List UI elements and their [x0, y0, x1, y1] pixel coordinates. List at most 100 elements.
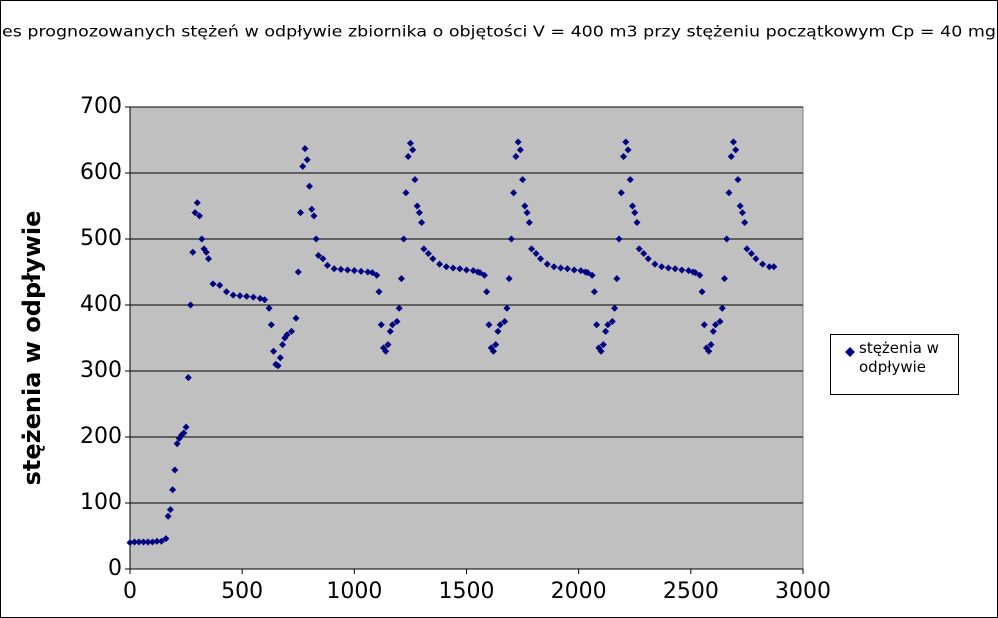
data-point: [249, 293, 257, 301]
data-point: [283, 331, 291, 339]
data-point: [705, 347, 713, 355]
data-point: [521, 202, 529, 210]
data-point: [357, 267, 365, 275]
data-point: [274, 362, 282, 370]
data-point: [570, 266, 578, 274]
data-point: [723, 235, 731, 243]
x-tick-label: 500: [221, 579, 263, 604]
data-point: [296, 209, 304, 217]
data-point: [528, 245, 536, 253]
legend-marker: [845, 347, 855, 357]
data-point: [171, 466, 179, 474]
data-point: [664, 264, 672, 272]
data-point: [180, 429, 188, 437]
x-tick-label: 0: [123, 579, 137, 604]
data-point: [308, 205, 316, 213]
data-point: [395, 304, 403, 312]
data-point: [418, 219, 426, 226]
data-point: [393, 318, 401, 325]
data-point: [301, 145, 309, 153]
data-point: [651, 260, 659, 268]
chart-title: es prognozowanych stężeń w odpływie zbio…: [2, 23, 996, 41]
data-point: [162, 535, 170, 543]
data-point: [613, 275, 621, 283]
data-point: [512, 153, 520, 160]
data-point: [386, 327, 394, 335]
data-point: [590, 288, 598, 296]
data-point: [483, 288, 491, 296]
data-point: [196, 212, 204, 220]
data-point: [222, 288, 230, 296]
data-point: [413, 202, 421, 210]
y-tick-label: 600: [80, 160, 122, 185]
data-point: [738, 209, 746, 217]
data-point: [671, 265, 679, 273]
y-tick-label: 500: [80, 226, 122, 251]
data-point: [608, 318, 616, 325]
data-point: [135, 538, 143, 546]
data-point: [384, 341, 392, 349]
data-point: [593, 321, 601, 329]
data-point: [198, 235, 206, 243]
data-point: [292, 314, 300, 322]
data-point: [166, 506, 174, 514]
data-point: [510, 189, 518, 197]
data-point: [243, 292, 251, 300]
data-point: [557, 264, 565, 272]
data-point: [449, 264, 457, 272]
data-point: [747, 250, 755, 258]
data-point: [337, 265, 345, 273]
data-point: [743, 245, 751, 253]
data-point: [442, 263, 450, 271]
y-tick-label: 200: [80, 424, 122, 449]
data-point: [420, 245, 428, 253]
data-point: [236, 292, 244, 300]
data-point: [205, 255, 213, 263]
data-point: [402, 189, 410, 197]
data-point: [503, 304, 511, 312]
data-point: [532, 250, 540, 258]
data-point: [736, 202, 744, 210]
data-point: [377, 321, 385, 329]
data-point: [480, 271, 488, 279]
data-point: [144, 538, 152, 546]
data-point: [299, 162, 307, 170]
data-point: [611, 304, 619, 312]
data-point: [397, 275, 405, 283]
data-point: [126, 539, 134, 547]
data-point: [187, 301, 195, 309]
data-point: [288, 327, 296, 335]
data-point: [622, 138, 630, 146]
y-tick-label: 100: [80, 490, 122, 515]
data-point: [191, 209, 199, 217]
data-point: [216, 281, 224, 289]
data-point: [523, 209, 531, 217]
data-point: [209, 280, 217, 288]
data-point: [276, 354, 284, 362]
data-point: [184, 374, 192, 382]
data-point: [130, 538, 138, 546]
data-point: [633, 219, 641, 226]
data-point: [429, 255, 437, 263]
data-point: [388, 321, 396, 329]
data-point: [303, 156, 311, 164]
data-point: [624, 146, 632, 154]
data-point: [678, 266, 686, 274]
x-tick-label: 2500: [663, 579, 719, 604]
data-point: [229, 291, 237, 299]
data-point: [492, 341, 500, 349]
x-tick-label: 2000: [551, 579, 607, 604]
data-point: [712, 321, 720, 329]
data-point: [312, 235, 320, 243]
data-point: [182, 423, 190, 431]
data-point: [463, 266, 470, 274]
data-point: [759, 260, 767, 268]
data-point: [400, 235, 408, 243]
data-point: [404, 153, 412, 160]
data-point: [588, 271, 596, 279]
data-point: [709, 327, 717, 335]
data-point: [729, 138, 737, 146]
data-point: [270, 347, 278, 355]
data-point: [314, 252, 322, 259]
